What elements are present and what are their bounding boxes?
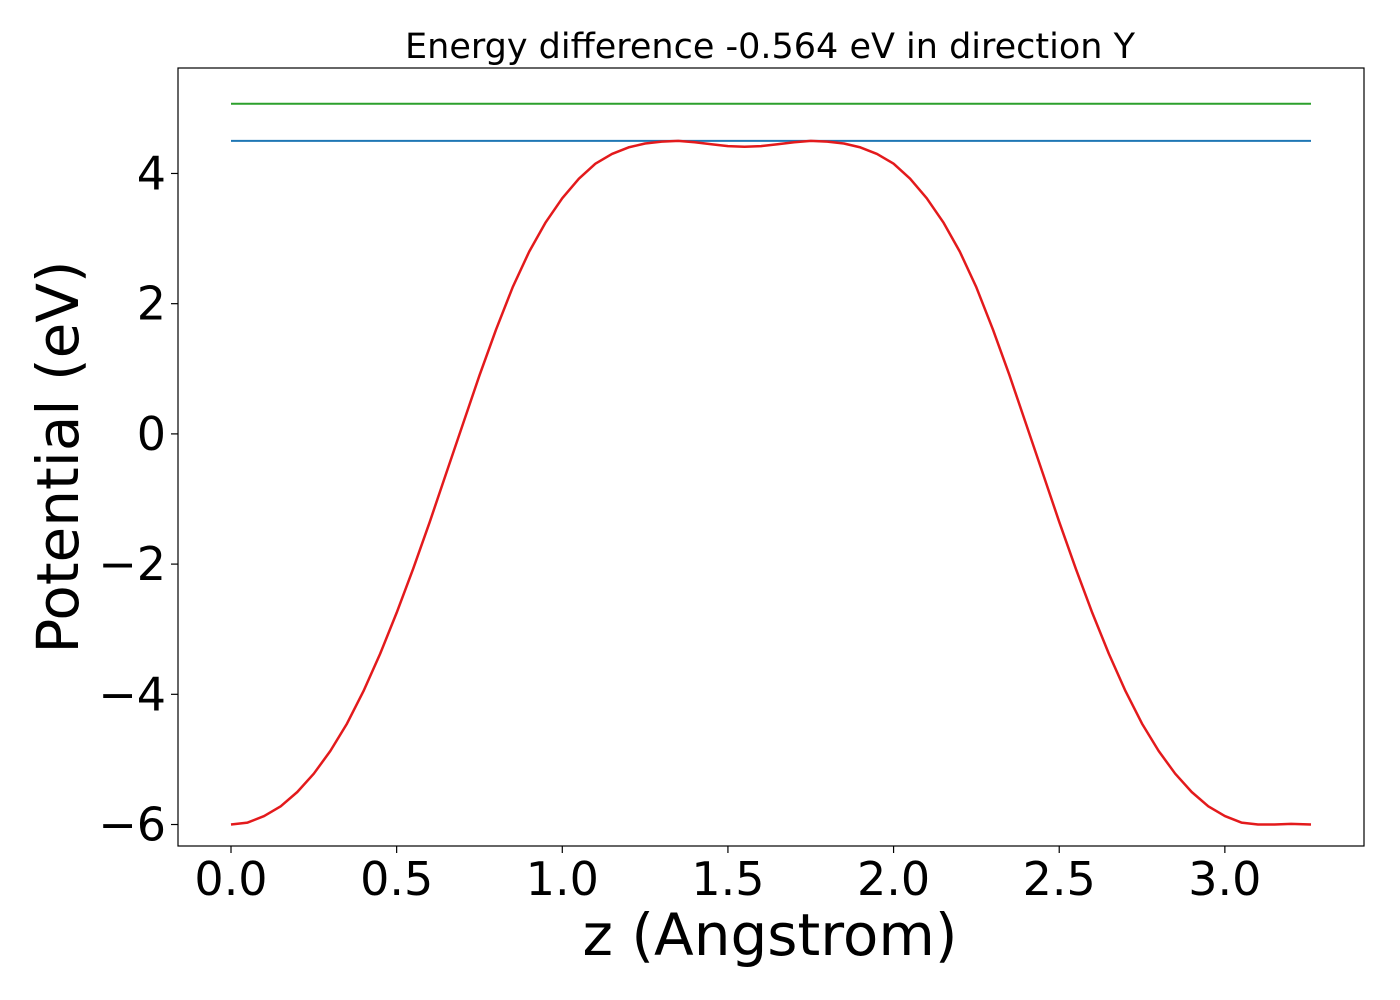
y-axis-label: Potential (eV) xyxy=(24,260,92,653)
y-axis-ticks: −6 −4 −2 0 2 4 xyxy=(98,146,178,852)
chart-title: Energy difference -0.564 eV in direction… xyxy=(405,27,1136,67)
y-tick-label: −6 xyxy=(98,798,166,852)
plot-area-frame xyxy=(177,67,1365,847)
y-tick-label: −4 xyxy=(98,667,166,721)
x-tick-label: 1.0 xyxy=(526,852,599,906)
y-tick-label: 2 xyxy=(137,277,166,331)
x-tick-label: 0.0 xyxy=(194,852,267,906)
y-tick-label: 0 xyxy=(137,407,166,461)
x-tick-label: 2.5 xyxy=(1023,852,1096,906)
y-tick-label: 4 xyxy=(137,146,166,200)
series-line-2 xyxy=(230,139,1312,826)
x-axis-label: z (Angstrom) xyxy=(583,901,958,969)
y-tick-label: −2 xyxy=(98,537,166,591)
x-tick-label: 1.5 xyxy=(691,852,764,906)
series-layer xyxy=(230,102,1312,826)
x-tick-label: 3.0 xyxy=(1188,852,1261,906)
x-tick-label: 0.5 xyxy=(360,852,433,906)
x-axis-ticks: 0.0 0.5 1.0 1.5 2.0 2.5 3.0 xyxy=(194,846,1261,906)
x-tick-label: 2.0 xyxy=(857,852,930,906)
